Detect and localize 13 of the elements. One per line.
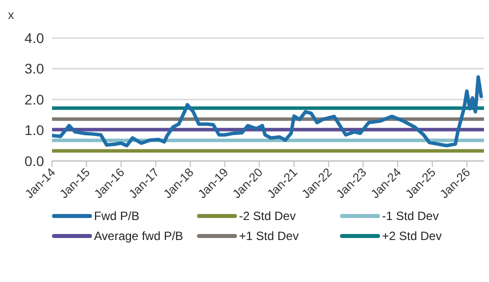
legend-label: Fwd P/B <box>94 209 140 223</box>
y-axis-title: x <box>8 8 14 22</box>
y-tick-label: 2.0 <box>24 91 44 108</box>
y-tick-label: 1.0 <box>24 122 44 138</box>
y-tick-label: 0.0 <box>24 152 44 169</box>
y-tick-label: 3.0 <box>24 60 44 77</box>
y-tick-label: 4.0 <box>24 30 44 46</box>
legend-label: -2 Std Dev <box>239 209 296 223</box>
legend-label: +1 Std Dev <box>239 229 299 243</box>
legend-label: -1 Std Dev <box>382 209 439 223</box>
line-series <box>52 75 483 148</box>
legend-label: +2 Std Dev <box>382 229 442 243</box>
legend-label: Average fwd P/B <box>94 229 184 243</box>
